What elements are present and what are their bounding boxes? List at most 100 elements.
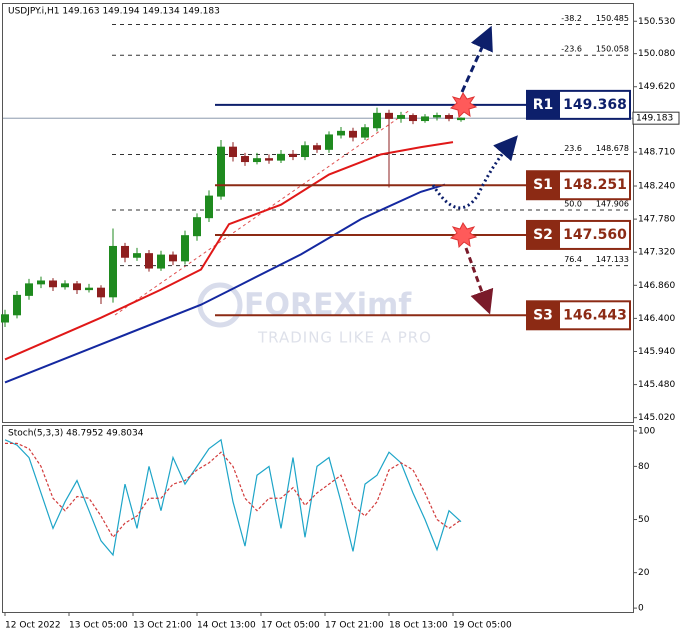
y-tick-label: 145.020	[638, 413, 675, 423]
watermark-tagline: TRADING LIKE A PRO	[257, 329, 432, 347]
candle-body	[109, 245, 117, 298]
fib-price: 150.058	[596, 45, 629, 54]
fib-ratio: 76.4	[564, 255, 582, 264]
fib-price: 147.133	[596, 255, 629, 264]
x-tick-label: 17 Oct 21:00	[325, 621, 384, 631]
candle-body	[349, 130, 357, 138]
candle-body	[193, 217, 201, 237]
current-price-label: 149.183	[636, 114, 673, 124]
y-tick-label: 50	[638, 515, 650, 525]
fib-price: 150.485	[596, 14, 629, 23]
candle-body	[361, 127, 369, 138]
candle-body	[313, 145, 321, 150]
y-tick-label: 145.480	[638, 380, 675, 390]
candle-body	[1, 314, 9, 323]
candle-body	[229, 146, 237, 158]
candle-body	[217, 146, 225, 197]
y-tick-label: 149.620	[638, 82, 675, 92]
level-value: 146.443	[563, 307, 627, 323]
y-tick-label: 148.710	[638, 148, 675, 158]
y-tick-label: 146.860	[638, 281, 675, 291]
candle-body	[409, 115, 417, 122]
chart-title: USDJPY.i,H1 149.163 149.194 149.134 149.…	[8, 7, 220, 17]
x-tick-label: 13 Oct 21:00	[133, 621, 192, 631]
level-tag	[527, 301, 560, 330]
series-line	[4, 438, 462, 557]
y-tick-label: 147.780	[638, 215, 675, 225]
candle-body	[421, 116, 429, 122]
plot: 150.530 150.080 149.620 148.710 148.240 147.7…	[1, 14, 680, 631]
arrow-down	[464, 247, 494, 315]
watermark-brand: FOREXimf	[244, 288, 412, 323]
candle-body	[37, 280, 45, 285]
series-line	[4, 183, 446, 384]
burst	[449, 92, 478, 119]
level-tag	[527, 220, 560, 249]
x-tick-label: 18 Oct 13:00	[389, 621, 448, 631]
current-price-box	[632, 111, 680, 125]
candle-body	[301, 145, 309, 158]
x-tick-label: 14 Oct 13:00	[197, 621, 256, 631]
fib-price: 148.678	[596, 144, 629, 153]
fib-ratio: -23.6	[561, 45, 582, 54]
level-value: 149.368	[563, 97, 627, 113]
candle-body	[337, 130, 345, 136]
level-name: S2	[533, 227, 553, 243]
y-tick-label: 146.400	[638, 314, 675, 324]
candle-body	[445, 115, 453, 119]
candle-body	[289, 153, 297, 158]
level-value: 147.560	[563, 227, 627, 243]
y-tick-label: 145.940	[638, 347, 675, 357]
candle-body	[181, 235, 189, 262]
level-name: R1	[533, 97, 554, 113]
candle-body	[265, 158, 273, 161]
candle-body	[61, 283, 69, 288]
x-tick-label: 17 Oct 05:00	[261, 621, 320, 631]
level-tag	[527, 171, 560, 200]
candle-body	[85, 287, 93, 291]
y-tick-label: 150.080	[638, 49, 675, 59]
price-panel	[2, 3, 634, 423]
candle-body	[169, 254, 177, 262]
x-tick-label: 12 Oct 2022	[5, 621, 61, 631]
candle-body	[373, 112, 381, 129]
candle-body	[145, 253, 153, 269]
candle-body	[385, 112, 393, 119]
candle-body	[49, 280, 57, 288]
candle-body	[325, 134, 333, 150]
candle-body	[457, 117, 465, 121]
candle-body	[277, 153, 285, 161]
candle-body	[205, 195, 213, 219]
candle-body	[241, 156, 249, 163]
burst	[449, 222, 478, 249]
level-name: S3	[533, 307, 553, 323]
level-tag	[527, 90, 560, 119]
y-tick-label: 20	[638, 568, 650, 578]
series-line	[5, 442, 462, 539]
series-line	[4, 141, 454, 361]
fib-price: 147.906	[596, 200, 629, 209]
y-tick-label: 0	[638, 604, 644, 614]
y-tick-label: 80	[638, 462, 650, 472]
candle-body	[253, 158, 261, 163]
y-tick-label: 100	[638, 426, 655, 436]
level-value: 148.251	[563, 177, 627, 193]
candle-body	[157, 254, 165, 269]
y-tick-label: 150.530	[638, 17, 675, 27]
watermark: FOREXimf TRADING LIKE A PRO	[197, 282, 432, 347]
fib-ratio: -38.2	[561, 14, 582, 23]
fib-ratio: 23.6	[564, 144, 582, 153]
stoch-panel	[2, 425, 634, 613]
arrow-bounce	[431, 135, 518, 210]
x-tick-label: 19 Oct 05:00	[453, 621, 512, 631]
candle-body	[25, 283, 33, 296]
candle-body	[121, 245, 129, 258]
candle-body	[13, 294, 21, 316]
y-tick-label: 147.320	[638, 248, 675, 258]
candle-body	[73, 283, 81, 291]
y-tick-label: 148.240	[638, 182, 675, 192]
fib-ratio: 50.0	[564, 200, 582, 209]
x-tick-label: 13 Oct 05:00	[69, 621, 128, 631]
candle-body	[433, 115, 441, 118]
